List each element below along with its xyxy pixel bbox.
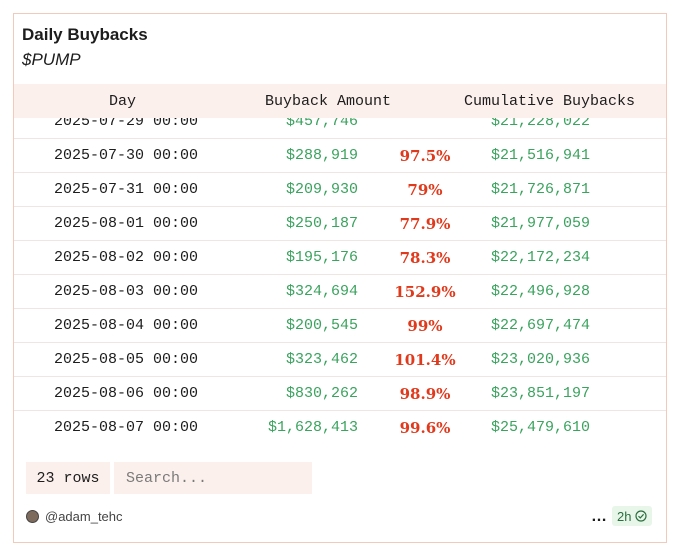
buyback-amount-cell: $288,919 [285,147,358,164]
table-row[interactable]: 2025-08-05 00:00 $323,462 101.4% $23,020,93… [14,342,666,377]
buyback-amount-cell: $250,187 [285,215,358,232]
cumulative-cell: $25,479,610 [490,419,590,436]
cumulative-cell: $22,496,928 [490,283,590,300]
percent-cell: 78.3% [399,249,451,267]
data-table[interactable]: 2025-07-29 00:00 $457,746 $21,228,022 2025-… [14,84,666,444]
day-cell: 2025-08-04 00:00 [54,317,199,334]
table-header: Day Buyback Amount Cumulative Buybacks [14,84,666,118]
card-title: Daily Buybacks [22,25,148,44]
table-row[interactable]: 2025-08-02 00:00 $195,176 78.3% $22,172,234 [14,240,666,275]
cumulative-cell: $21,516,941 [490,147,590,164]
day-cell: 2025-07-31 00:00 [54,181,199,198]
table-row[interactable]: 2025-07-30 00:00 $288,919 97.5% $21,516,941 [14,138,666,173]
day-cell: 2025-08-01 00:00 [54,215,199,232]
cumulative-cell: $23,020,936 [490,351,590,368]
table-row[interactable]: 2025-08-04 00:00 $200,545 99% $22,697,474 [14,308,666,343]
cumulative-cell: $21,977,059 [490,215,590,232]
buyback-amount-cell: $195,176 [285,249,358,266]
buyback-amount-cell: $200,545 [285,317,358,334]
buybacks-card: Daily Buybacks $PUMP 2025-07-29 00:00 $45… [13,13,667,543]
percent-cell: 99% [407,317,443,335]
search-input[interactable] [114,462,312,494]
header-cumulative-buybacks[interactable]: Cumulative Buybacks [464,93,636,110]
percent-cell: 97.5% [399,147,451,165]
percent-cell: 98.9% [399,385,451,403]
freshness-badge: 2h [612,506,653,526]
day-cell: 2025-07-30 00:00 [54,147,199,164]
table-row[interactable]: 2025-08-03 00:00 $324,694 152.9% $22,496,92… [14,274,666,309]
row-count-badge: 23 rows [26,462,110,494]
table-row[interactable]: 2025-07-31 00:00 $209,930 79% $21,726,871 [14,172,666,207]
percent-cell: 77.9% [399,215,451,233]
buyback-amount-cell: $1,628,413 [267,419,358,436]
table-row[interactable]: 2025-08-06 00:00 $830,262 98.9% $23,851,197 [14,376,666,411]
buyback-amount-cell: $324,694 [285,283,358,300]
freshness-time: 2h [617,508,632,524]
more-options-icon[interactable]: … [591,508,607,525]
table-row[interactable]: 2025-08-01 00:00 $250,187 77.9% $21,977,059 [14,206,666,241]
author-handle: @adam_tehc [45,509,123,524]
header-buyback-amount[interactable]: Buyback Amount [265,93,392,110]
author-link[interactable]: @adam_tehc [26,509,123,524]
check-circle-icon [635,510,648,522]
buyback-amount-cell: $830,262 [285,385,358,402]
table-row[interactable]: 2025-08-07 00:00 $1,628,413 99.6% $25,479,6… [14,410,666,444]
percent-cell: 101.4% [394,351,456,369]
percent-cell: 79% [407,181,443,199]
day-cell: 2025-08-05 00:00 [54,351,199,368]
percent-cell: 99.6% [399,419,451,437]
day-cell: 2025-08-06 00:00 [54,385,199,402]
buyback-amount-cell: $209,930 [285,181,358,198]
day-cell: 2025-08-03 00:00 [54,283,199,300]
percent-cell: 152.9% [394,283,456,301]
day-cell: 2025-08-02 00:00 [54,249,199,266]
day-cell: 2025-08-07 00:00 [54,419,199,436]
cumulative-cell: $23,851,197 [490,385,590,402]
buyback-amount-cell: $323,462 [285,351,358,368]
cumulative-cell: $21,726,871 [490,181,590,198]
avatar [26,510,39,523]
cumulative-cell: $22,172,234 [490,249,590,266]
cumulative-cell: $22,697,474 [490,317,590,334]
header-day[interactable]: Day [109,93,137,110]
card-subtitle: $PUMP [22,50,81,69]
